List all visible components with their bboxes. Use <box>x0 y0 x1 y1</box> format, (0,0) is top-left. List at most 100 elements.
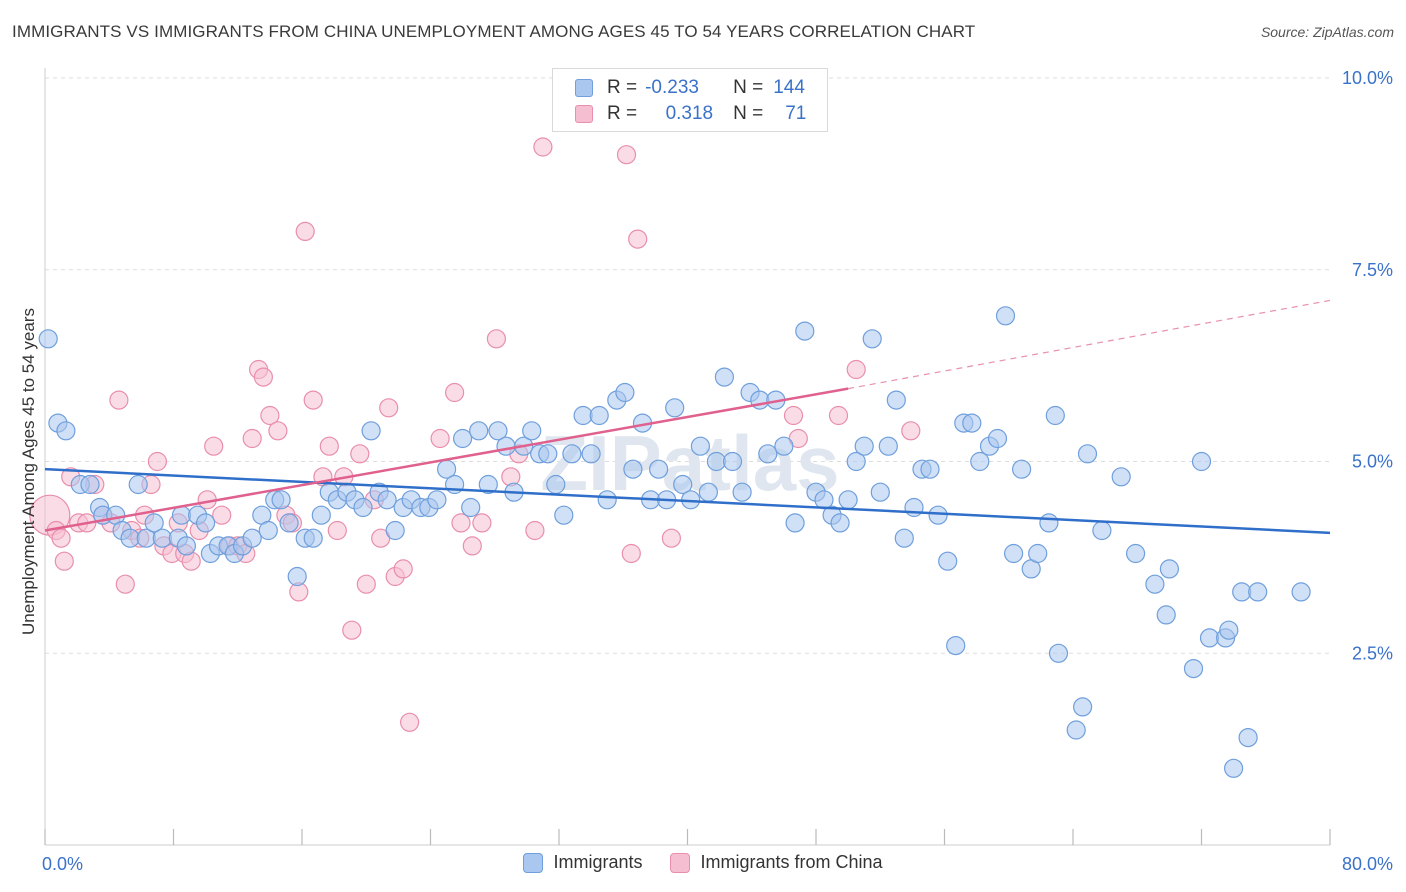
immigrants-point <box>1092 520 1112 541</box>
immigrants-point <box>1223 758 1244 778</box>
china-trend-extension <box>848 299 1331 390</box>
immigrants-point <box>962 413 982 433</box>
immigrants-point <box>478 474 498 495</box>
immigrants-point <box>1003 543 1024 564</box>
immigrants-point <box>623 459 643 479</box>
immigrants-point <box>732 482 752 502</box>
immigrants-point <box>615 382 635 403</box>
china-point <box>400 712 420 732</box>
immigrants-point <box>838 490 858 510</box>
china-point <box>54 551 74 571</box>
china-point <box>268 421 288 441</box>
china-point <box>901 421 921 441</box>
immigrants-point <box>581 444 601 464</box>
immigrants-point <box>120 528 140 548</box>
immigrants-point <box>38 329 58 349</box>
immigrants-point <box>878 436 898 456</box>
immigrants-point <box>196 513 216 533</box>
china-point <box>204 436 224 456</box>
china-point <box>319 436 339 456</box>
china-point <box>242 428 262 449</box>
china-point <box>253 367 273 387</box>
immigrants-point <box>1199 628 1220 648</box>
china-point <box>212 505 232 525</box>
china-point <box>828 405 849 426</box>
immigrants-point <box>144 513 164 533</box>
trend-lines <box>44 299 1331 535</box>
immigrants-point <box>706 451 727 472</box>
correlation-legend: R = -0.233 N = 144 R = 0.318 N = 71 <box>552 68 828 132</box>
immigrants-point <box>303 528 323 548</box>
immigrants-point <box>830 513 850 533</box>
china-point <box>525 520 545 541</box>
immigrants-point <box>554 505 574 525</box>
immigrants-point <box>1048 643 1069 663</box>
china-point <box>109 390 129 410</box>
immigrants-point <box>56 421 76 441</box>
immigrants-point <box>361 421 381 441</box>
china-point <box>350 444 370 464</box>
immigrants-point <box>987 428 1008 449</box>
legend-r-value: -0.233 <box>645 77 699 98</box>
y-tick-label: 10.0% <box>1342 68 1393 88</box>
source-label: Source: ZipAtlas.com <box>1260 24 1394 40</box>
china-point <box>451 513 471 533</box>
legend-n-value: 144 <box>773 77 805 98</box>
axes <box>44 68 1331 846</box>
y-tick-label: 7.5% <box>1352 260 1393 280</box>
immigrants-point <box>862 329 882 349</box>
immigrants-point <box>538 444 558 464</box>
immigrants-point <box>258 520 278 541</box>
series-legend-label: Immigrants <box>553 852 643 872</box>
legend-row-immigrants: R = -0.233 N = 144 <box>575 76 805 100</box>
immigrants-point <box>461 497 481 518</box>
immigrants-point <box>698 482 719 502</box>
immigrants-point <box>469 421 489 441</box>
series-legend-immigrants[interactable]: Immigrants <box>523 852 642 873</box>
china-point <box>462 536 482 556</box>
immigrants-point <box>496 436 516 456</box>
immigrants-point <box>1156 605 1176 625</box>
china-point <box>379 398 399 418</box>
immigrants-point <box>1145 574 1165 594</box>
china-point <box>356 574 376 594</box>
immigrants-point <box>970 451 990 472</box>
immigrants-point <box>1039 513 1059 533</box>
immigrants-point <box>242 528 262 548</box>
immigrants-point <box>1045 405 1065 426</box>
immigrants-point <box>176 536 196 556</box>
immigrants-point <box>453 428 473 449</box>
immigrants-points <box>38 306 1311 778</box>
immigrants-point <box>673 474 693 495</box>
immigrants-point <box>1125 543 1146 564</box>
immigrants-point <box>377 490 397 510</box>
china-point <box>393 559 413 579</box>
immigrants-point <box>920 459 940 479</box>
immigrants-point <box>80 474 100 495</box>
immigrants-point <box>427 490 447 510</box>
china-point <box>501 467 521 487</box>
immigrants-point <box>1232 582 1252 602</box>
series-legend-china[interactable]: Immigrants from China <box>670 852 883 873</box>
immigrants-point <box>287 566 307 587</box>
china-point <box>621 543 641 564</box>
china-point <box>628 229 648 249</box>
y-tick-label: 5.0% <box>1352 452 1393 472</box>
series-legend-label: Immigrants from China <box>700 852 883 872</box>
immigrants-point <box>1111 467 1131 487</box>
immigrants-point <box>758 444 778 464</box>
legend-swatch-pink <box>575 105 593 123</box>
legend-n-label: N = <box>733 77 764 98</box>
immigrants-point <box>1077 444 1098 464</box>
immigrants-point <box>928 505 948 525</box>
immigrants-point <box>854 436 874 456</box>
immigrants-point <box>1238 727 1258 748</box>
series-legend: Immigrants Immigrants from China <box>0 852 1406 873</box>
series-swatch-pink <box>670 852 691 873</box>
immigrants-point <box>1248 582 1268 602</box>
china-point <box>616 145 637 165</box>
immigrants-point <box>546 474 566 495</box>
immigrants-point <box>522 421 542 441</box>
x-tick-label: 80.0% <box>1342 854 1393 874</box>
immigrants-point <box>938 551 958 571</box>
